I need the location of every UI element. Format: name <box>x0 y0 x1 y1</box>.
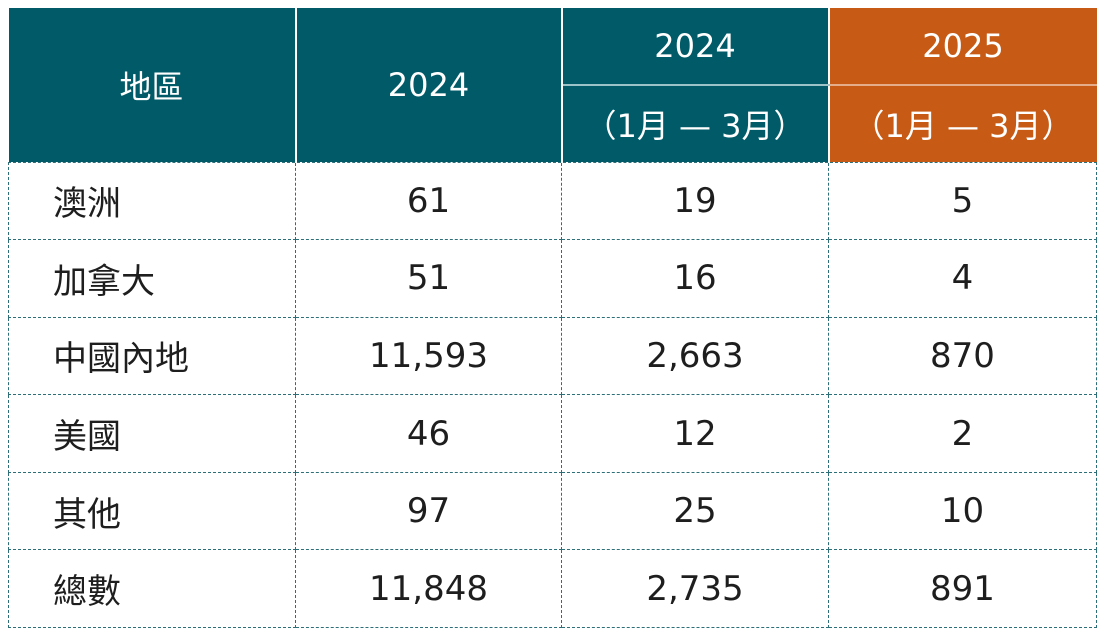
table-row-total: 總數 11,848 2,735 891 <box>8 549 1097 628</box>
statistics-table: 地區 2024 2024 2025 （1月 — 3月） （1月 — 3月） 澳洲… <box>8 8 1097 628</box>
cell-q1-2025: 2 <box>828 394 1097 473</box>
cell-q1-2024: 25 <box>561 471 829 551</box>
table-row: 美國 46 12 2 <box>8 394 1097 473</box>
cell-q1-2024: 19 <box>561 161 829 241</box>
table-header: 地區 2024 2024 2025 （1月 — 3月） （1月 — 3月） <box>8 8 1097 162</box>
cell-q1-2024: 16 <box>561 239 829 318</box>
table-row: 中國內地 11,593 2,663 870 <box>8 316 1097 396</box>
header-year-2024: 2024 <box>295 8 563 162</box>
cell-year-2024: 11,848 <box>295 549 562 628</box>
table-body: 澳洲 61 19 5 加拿大 51 16 4 中國內地 11,593 2,663… <box>8 161 1097 628</box>
cell-year-2024: 61 <box>295 161 562 241</box>
cell-q1-2024: 2,663 <box>561 316 829 396</box>
cell-q1-2025: 10 <box>828 471 1097 551</box>
table-row: 澳洲 61 19 5 <box>8 161 1097 241</box>
cell-region: 加拿大 <box>8 239 296 318</box>
header-period-prev-year: 2024 <box>561 8 830 86</box>
cell-year-2024: 46 <box>295 394 562 473</box>
cell-q1-2025: 5 <box>828 161 1097 241</box>
header-period-curr-year: 2025 <box>828 8 1097 86</box>
cell-q1-2024: 12 <box>561 394 829 473</box>
cell-year-2024: 97 <box>295 471 562 551</box>
table-row: 其他 97 25 10 <box>8 471 1097 551</box>
header-period-curr-range: （1月 — 3月） <box>828 85 1097 162</box>
cell-q1-2024: 2,735 <box>561 549 829 628</box>
cell-q1-2025: 4 <box>828 239 1097 318</box>
cell-region: 美國 <box>8 394 296 473</box>
header-period-prev-range: （1月 — 3月） <box>561 85 830 162</box>
cell-year-2024: 51 <box>295 239 562 318</box>
cell-region: 澳洲 <box>8 161 296 241</box>
cell-region: 總數 <box>8 549 296 628</box>
cell-q1-2025: 891 <box>828 549 1097 628</box>
header-region: 地區 <box>8 8 297 162</box>
cell-region: 其他 <box>8 471 296 551</box>
cell-region: 中國內地 <box>8 316 296 396</box>
table-row: 加拿大 51 16 4 <box>8 239 1097 318</box>
cell-year-2024: 11,593 <box>295 316 562 396</box>
cell-q1-2025: 870 <box>828 316 1097 396</box>
